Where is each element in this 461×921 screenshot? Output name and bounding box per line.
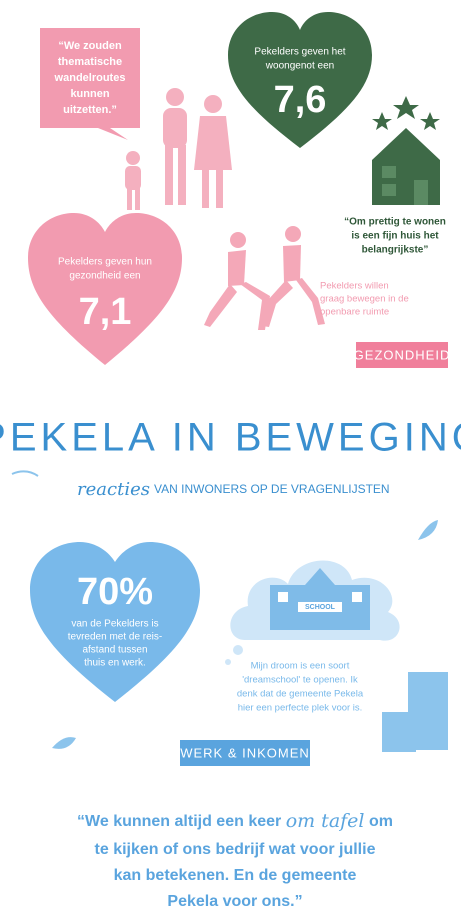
quote-line: kunnen <box>70 88 109 100</box>
dream-line: Mijn droom is een soort <box>251 661 350 672</box>
bottom-quote-line: “We kunnen altijd een keer om tafel om <box>77 810 393 832</box>
heart-text: Pekelders geven het <box>254 47 345 58</box>
stars <box>372 96 440 130</box>
heart-text: woongenot een <box>265 61 334 72</box>
quote-line: uitzetten.” <box>63 104 117 116</box>
heart-text: gezondheid een <box>69 271 140 282</box>
heart-score: 7,1 <box>79 291 132 333</box>
quote-line: wandelroutes <box>54 72 126 84</box>
note-line: graag bewegen in de <box>320 294 409 305</box>
note-line: Pekelders willen <box>320 281 389 292</box>
subtitle: VAN INWONERS OP DE VRAGENLIJSTEN <box>154 482 390 496</box>
quote-line: belangrijkste” <box>362 245 429 256</box>
quote-part: “We kunnen altijd een keer <box>77 813 286 830</box>
cloud-dot <box>233 645 243 655</box>
quote-walk: “We zouden thematische wandelroutes kunn… <box>40 28 140 140</box>
heart-text: Pekelders geven hun <box>58 257 152 268</box>
note-line: openbare ruimte <box>320 307 389 318</box>
quote-line: “We zouden <box>58 40 122 52</box>
school-sign: SCHOOL <box>305 604 336 611</box>
quote-line: is een fijn huis het <box>351 231 439 242</box>
house <box>372 128 440 205</box>
heart-text: tevreden met de reis- <box>68 632 163 643</box>
heart-score: 7,6 <box>274 79 327 121</box>
title: PEKELA IN BEWEGING <box>0 416 461 460</box>
buildings <box>382 672 448 752</box>
quote-part: om <box>365 813 393 830</box>
leaf <box>418 520 438 540</box>
infographic: “We zouden thematische wandelroutes kunn… <box>0 0 461 916</box>
family-illustration <box>125 88 232 210</box>
quote-line: “Om prettig te wonen <box>344 217 446 228</box>
tag-health: GEZONDHEID <box>354 347 451 362</box>
dream-line: denk dat de gemeente Pekela <box>237 689 364 700</box>
leaf <box>52 737 76 749</box>
dream-line: hier een perfecte plek voor is. <box>238 703 363 714</box>
runners-illustration <box>204 226 325 330</box>
quote-script: om tafel <box>286 810 365 832</box>
bird <box>12 471 38 476</box>
heart-text: thuis en werk. <box>84 658 146 669</box>
bottom-quote-line: Pekela voor ons.” <box>167 893 302 910</box>
bottom-quote-line: te kijken of ons bedrijf wat voor jullie <box>95 841 376 858</box>
school <box>270 568 370 630</box>
subtitle-script: reacties <box>77 479 150 500</box>
bottom-quote-line: kan betekenen. En de gemeente <box>114 867 357 884</box>
heart-score: 70% <box>77 571 153 613</box>
dream-line: 'dreamschool' te openen. Ik <box>242 675 358 686</box>
heart-health <box>28 213 182 365</box>
heart-text: afstand tussen <box>82 645 147 656</box>
quote-line: thematische <box>58 56 122 68</box>
cloud-dot <box>225 659 231 665</box>
tag-work: WERK & INKOMEN <box>180 745 310 760</box>
heart-text: van de Pekelders is <box>71 619 158 630</box>
